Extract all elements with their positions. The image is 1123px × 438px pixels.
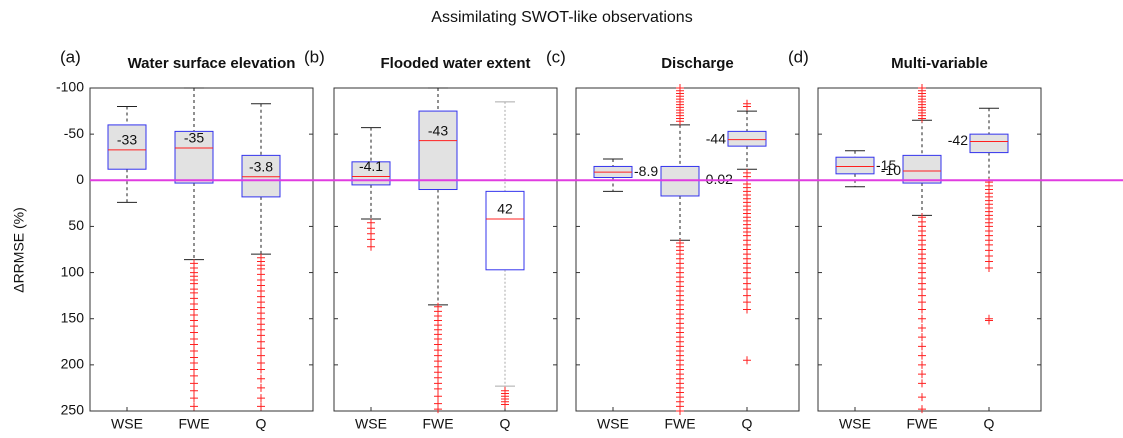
- outlier: [257, 383, 265, 392]
- panel-tag: (d): [788, 47, 809, 66]
- chart-title: Assimilating SWOT-like observations: [431, 9, 692, 26]
- panel-frame: [817, 87, 1042, 412]
- outlier: [918, 305, 926, 314]
- box: [485, 190, 525, 271]
- outlier: [257, 374, 265, 383]
- x-tick-label: Q: [500, 416, 511, 432]
- y-axis-label: ΔRRMSE (%): [11, 207, 27, 293]
- x-tick-label: FWE: [422, 416, 453, 432]
- x-tick-label: FWE: [906, 416, 937, 432]
- x-tick-label: WSE: [355, 416, 387, 432]
- outlier: [257, 394, 265, 403]
- outlier: [367, 235, 375, 244]
- outlier: [676, 407, 684, 415]
- outlier: [257, 365, 265, 374]
- outlier: [918, 370, 926, 379]
- outlier: [434, 392, 442, 401]
- panel-frame: [575, 87, 800, 412]
- y-tick-label: -50: [64, 125, 84, 141]
- outlier: [190, 371, 198, 380]
- y-tick-label: 0: [76, 171, 84, 187]
- box: [727, 130, 767, 147]
- x-tick-label: WSE: [839, 416, 871, 432]
- box: [902, 154, 942, 184]
- x-tick-label: WSE: [597, 416, 629, 432]
- outlier: [190, 379, 198, 388]
- outlier: [985, 263, 993, 272]
- box: [174, 130, 214, 184]
- median-label: -3.8: [249, 158, 273, 174]
- y-tick-label: 150: [61, 309, 85, 325]
- x-tick-label: Q: [256, 416, 267, 432]
- x-tick-label: FWE: [178, 416, 209, 432]
- outlier: [743, 356, 751, 365]
- outlier: [918, 342, 926, 351]
- outlier: [676, 117, 684, 126]
- x-tick-label: Q: [984, 416, 995, 432]
- y-tick-label: 100: [61, 263, 85, 279]
- outlier: [985, 316, 993, 325]
- outlier: [190, 394, 198, 403]
- median-label: -4.1: [359, 158, 383, 174]
- median-label: -35: [184, 130, 204, 146]
- outlier: [918, 405, 926, 414]
- median-label: -10: [881, 162, 901, 178]
- outlier: [743, 298, 751, 307]
- panel-tag: (c): [546, 47, 566, 66]
- box: [969, 133, 1009, 154]
- box: [835, 156, 875, 175]
- outlier: [743, 102, 751, 111]
- outlier: [190, 386, 198, 395]
- median-label: -43: [428, 122, 448, 138]
- box: [351, 161, 391, 186]
- outlier: [918, 393, 926, 402]
- median-label: -44: [706, 130, 726, 146]
- outlier: [918, 114, 926, 123]
- outlier: [257, 344, 265, 353]
- outlier: [918, 298, 926, 307]
- outlier: [743, 305, 751, 314]
- median-label: -0.02: [701, 171, 733, 187]
- box: [107, 124, 147, 170]
- y-tick-label: 50: [68, 217, 84, 233]
- x-tick-label: FWE: [664, 416, 695, 432]
- box: [418, 110, 458, 191]
- outlier: [918, 333, 926, 342]
- outlier: [918, 323, 926, 332]
- y-tick-label: 250: [61, 402, 85, 418]
- panel-title: Water surface elevation: [128, 55, 296, 72]
- outlier: [501, 400, 509, 409]
- outlier: [918, 379, 926, 388]
- outlier: [434, 405, 442, 414]
- outlier: [367, 242, 375, 251]
- panel-title: Flooded water extent: [380, 55, 530, 72]
- y-tick-label: -100: [56, 79, 84, 95]
- outlier: [918, 314, 926, 323]
- panel-title: Discharge: [661, 55, 734, 72]
- outlier: [434, 384, 442, 393]
- outlier: [190, 402, 198, 411]
- panel-title: Multi-variable: [891, 55, 988, 72]
- median-label: 42: [497, 201, 513, 217]
- x-tick-label: WSE: [111, 416, 143, 432]
- outlier: [257, 351, 265, 360]
- median-label: -33: [117, 132, 137, 148]
- x-tick-label: Q: [742, 416, 753, 432]
- y-tick-label: 200: [61, 356, 85, 372]
- panel-tag: (a): [60, 47, 81, 66]
- box: [241, 154, 281, 198]
- outlier: [918, 360, 926, 369]
- outlier: [257, 402, 265, 411]
- median-label: -8.9: [634, 163, 658, 179]
- median-label: -15: [876, 157, 896, 173]
- median-label: -42: [948, 132, 968, 148]
- outlier: [918, 351, 926, 360]
- panel-tag: (b): [304, 47, 325, 66]
